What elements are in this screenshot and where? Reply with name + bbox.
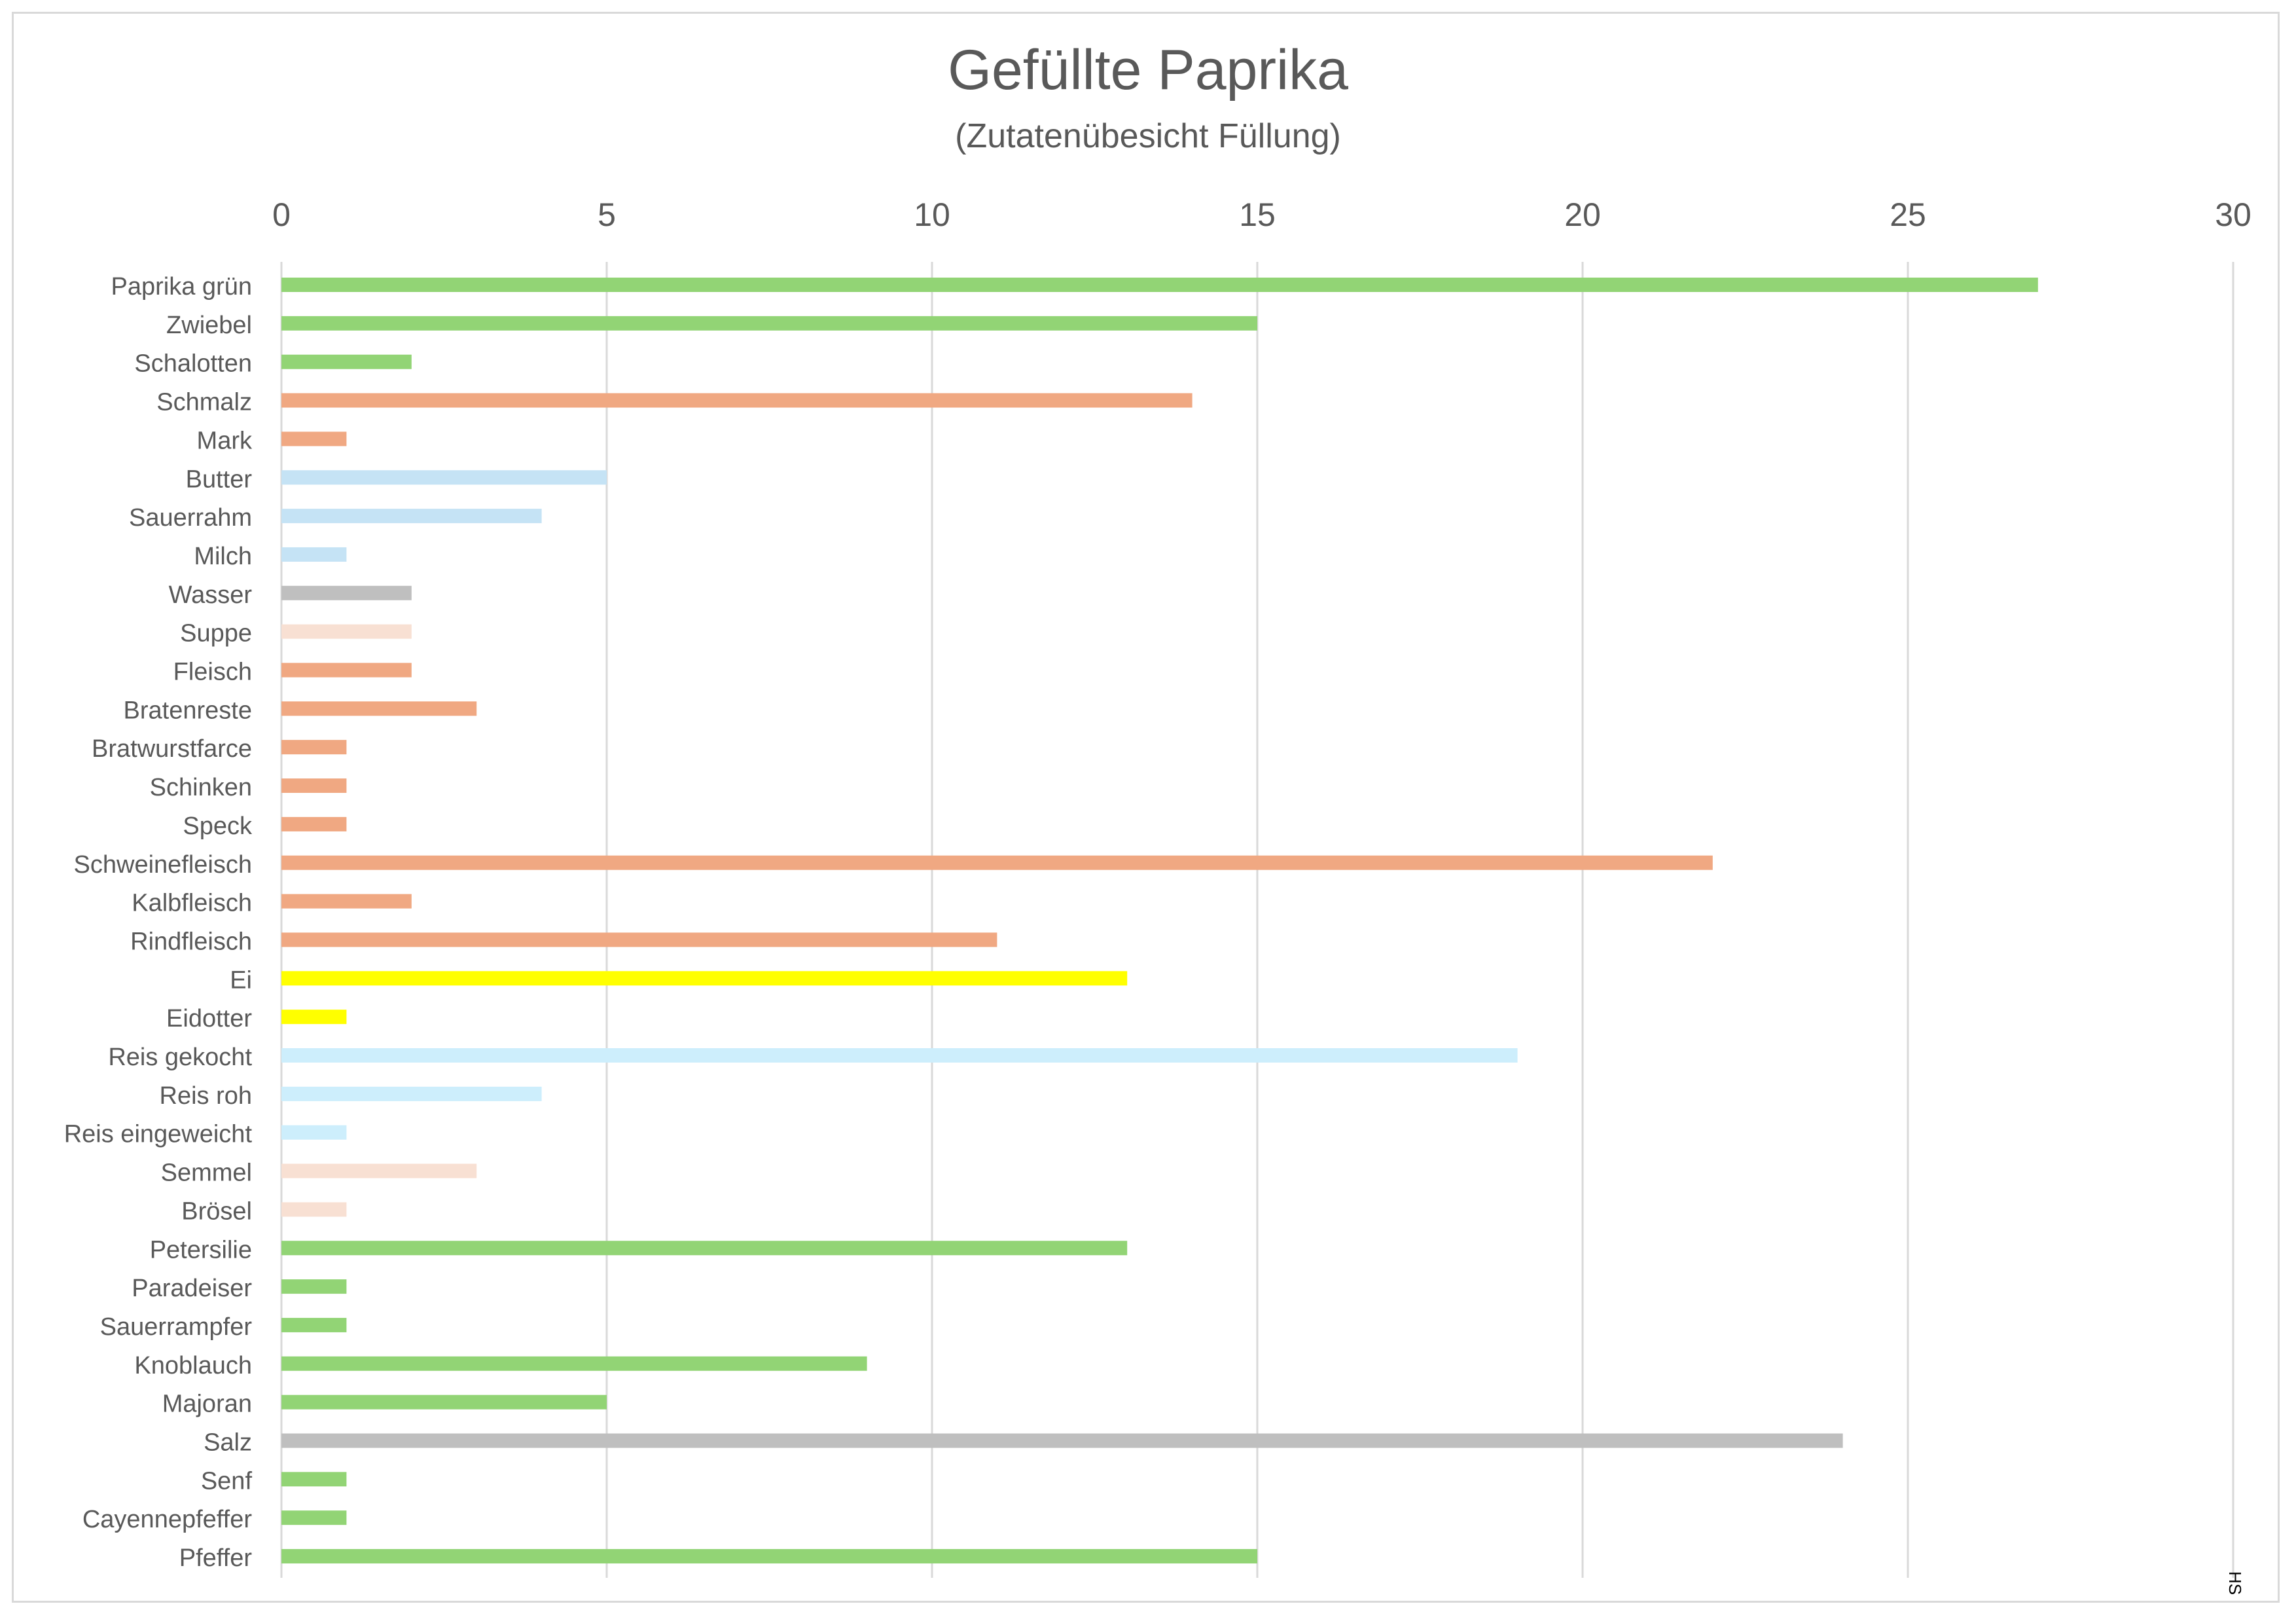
bar xyxy=(281,1395,607,1410)
bar xyxy=(281,778,347,793)
y-category-label: Eidotter xyxy=(166,1005,252,1032)
y-category-label: Ei xyxy=(230,966,252,994)
chart-subtitle: (Zutatenübesicht Füllung) xyxy=(955,117,1341,155)
bar xyxy=(281,1125,347,1140)
y-category-label: Salz xyxy=(204,1429,252,1457)
y-category-label: Pfeffer xyxy=(179,1544,253,1572)
y-category-label: Senf xyxy=(201,1467,253,1495)
bar xyxy=(281,509,542,524)
x-tick-label: 30 xyxy=(2215,196,2251,233)
x-tick-label: 20 xyxy=(1564,196,1601,233)
bar xyxy=(281,624,412,639)
bar xyxy=(281,278,2038,292)
bar xyxy=(281,316,1257,331)
x-tick-label: 10 xyxy=(914,196,950,233)
bar xyxy=(281,1279,347,1294)
chart-title: Gefüllte Paprika xyxy=(948,39,1348,101)
y-category-label: Reis roh xyxy=(160,1082,253,1110)
y-category-label: Paradeiser xyxy=(132,1275,252,1302)
bar xyxy=(281,816,347,831)
bar xyxy=(281,855,1713,870)
y-category-label: Milch xyxy=(194,543,252,570)
bar xyxy=(281,1317,347,1332)
bar xyxy=(281,1163,477,1178)
bar xyxy=(281,393,1193,408)
bar xyxy=(281,1241,1128,1256)
bar xyxy=(281,431,347,447)
y-category-label: Wasser xyxy=(169,581,253,609)
x-tick-label: 0 xyxy=(272,196,291,233)
y-category-label: Sauerrahm xyxy=(129,504,252,532)
bar xyxy=(281,894,412,909)
y-category-label: Sauerrampfer xyxy=(100,1313,253,1341)
x-tick-label: 25 xyxy=(1890,196,1926,233)
y-category-label: Bratenreste xyxy=(124,697,252,724)
bar xyxy=(281,932,997,947)
y-category-label: Kalbfleisch xyxy=(132,890,252,917)
y-category-label: Rindfleisch xyxy=(130,928,252,955)
bar xyxy=(281,1048,1518,1063)
x-tick-label: 15 xyxy=(1239,196,1276,233)
y-category-label: Bratwurstfarce xyxy=(92,735,252,763)
y-category-label: Majoran xyxy=(162,1391,252,1418)
y-category-label: Knoblauch xyxy=(134,1352,252,1379)
y-category-label: Cayennepfeffer xyxy=(82,1506,252,1533)
y-category-label: Petersilie xyxy=(150,1236,252,1264)
y-category-label: Schmalz xyxy=(156,389,252,416)
y-category-label: Fleisch xyxy=(173,659,252,686)
y-category-label: Reis gekocht xyxy=(108,1044,252,1071)
bar xyxy=(281,1510,347,1525)
y-category-label: Paprika grün xyxy=(111,273,252,301)
y-category-label: Schalotten xyxy=(134,350,252,378)
y-category-label: Zwiebel xyxy=(166,312,252,339)
y-category-label: Schinken xyxy=(150,774,252,801)
x-tick-label: 5 xyxy=(598,196,616,233)
bar xyxy=(281,740,347,755)
bar xyxy=(281,971,1128,986)
bar xyxy=(281,1086,542,1101)
bar xyxy=(281,701,477,716)
y-category-label: Mark xyxy=(197,427,253,454)
signature-text: HS xyxy=(2225,1571,2245,1596)
bar xyxy=(281,1356,867,1371)
bar xyxy=(281,470,607,485)
y-category-label: Brösel xyxy=(181,1197,252,1225)
bar xyxy=(281,354,412,369)
y-category-label: Suppe xyxy=(180,620,252,647)
y-category-label: Schweinefleisch xyxy=(74,851,252,879)
y-category-label: Reis eingeweicht xyxy=(64,1121,253,1148)
y-category-label: Semmel xyxy=(161,1159,252,1187)
bar xyxy=(281,1433,1843,1448)
bar xyxy=(281,663,412,678)
bar xyxy=(281,1202,347,1217)
y-category-label: Butter xyxy=(186,465,253,493)
chart-frame xyxy=(12,12,2280,1603)
bar xyxy=(281,1472,347,1487)
bar xyxy=(281,1549,1257,1564)
bar xyxy=(281,585,412,600)
y-category-label: Speck xyxy=(183,812,253,840)
bar xyxy=(281,547,347,562)
bar xyxy=(281,1010,347,1025)
